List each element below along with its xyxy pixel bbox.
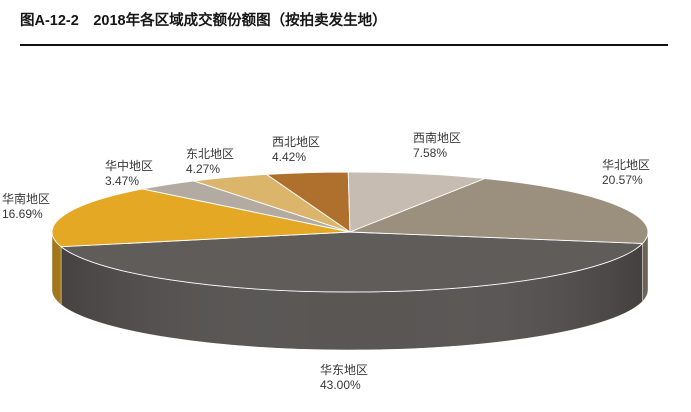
slice-label-name-4: 西北地区 — [272, 135, 320, 149]
slice-label-name-2: 华中地区 — [105, 158, 153, 173]
slice-label-value-6: 20.57% — [602, 173, 643, 187]
slice-label-name-3: 东北地区 — [186, 147, 234, 161]
slice-label-name-6: 华北地区 — [602, 158, 650, 172]
slice-label-value-1: 16.69% — [2, 207, 43, 221]
slice-label-value-0: 43.00% — [320, 378, 361, 392]
slice-label-name-1: 华南地区 — [2, 191, 50, 206]
chart-title: 图A-12-2 2018年各区域成交额份额图（按拍卖发生地） — [20, 11, 387, 29]
pie-slice-5 — [347, 171, 486, 233]
pie-top-faces — [51, 171, 649, 293]
slice-label-value-4: 4.42% — [272, 150, 306, 164]
pie-slice-0 — [60, 231, 643, 293]
pie-slice-1 — [51, 188, 351, 248]
slice-label-value-2: 3.47% — [105, 174, 139, 188]
slice-label-value-3: 4.27% — [186, 162, 220, 176]
pie-slice-6 — [349, 178, 649, 244]
slice-label-name-0: 华东地区 — [320, 363, 368, 377]
slice-label-value-5: 7.58% — [413, 146, 447, 160]
slice-label-name-5: 西南地区 — [413, 130, 461, 145]
